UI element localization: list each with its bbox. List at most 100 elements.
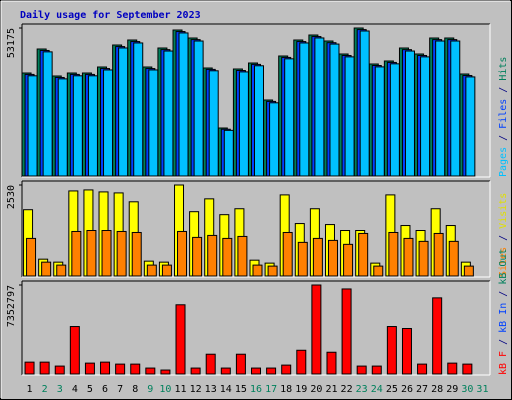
side-label: Pages / Files / Hits xyxy=(498,57,509,177)
bar xyxy=(130,363,141,375)
bar xyxy=(133,42,144,177)
bar xyxy=(42,51,53,177)
bar xyxy=(327,239,338,277)
bar xyxy=(314,37,325,177)
bar xyxy=(115,363,126,375)
bar xyxy=(269,102,280,177)
bar xyxy=(448,240,459,277)
x-tick-label: 16 xyxy=(250,384,262,395)
bar xyxy=(235,353,246,375)
x-tick-label: 9 xyxy=(147,384,153,395)
bar xyxy=(417,363,428,375)
side-label-part: / xyxy=(498,129,509,147)
bar xyxy=(145,367,156,375)
bar xyxy=(39,361,50,375)
bar xyxy=(433,232,444,277)
x-tick-label: 13 xyxy=(205,384,217,395)
x-tick-label: 8 xyxy=(132,384,138,395)
bar xyxy=(238,71,249,177)
bar xyxy=(344,56,355,177)
bar xyxy=(297,241,308,277)
bar xyxy=(463,265,474,277)
side-label-part: Hits xyxy=(498,57,509,81)
panel xyxy=(22,281,490,375)
x-tick-label: 18 xyxy=(280,384,292,395)
y-tick-label: 7352797 xyxy=(6,285,17,327)
bar xyxy=(87,75,98,177)
x-tick-label: 3 xyxy=(57,384,63,395)
x-tick-label: 11 xyxy=(174,384,186,395)
bar xyxy=(237,235,248,277)
bar xyxy=(71,230,82,277)
bar xyxy=(251,367,261,375)
bar xyxy=(299,42,310,177)
bar xyxy=(465,76,476,177)
bar xyxy=(72,75,83,177)
bar xyxy=(190,367,201,375)
y-tick-label: 2530 xyxy=(6,185,17,209)
bar xyxy=(177,230,188,277)
x-tick-label: 30 xyxy=(461,384,473,395)
bar xyxy=(118,47,129,177)
bar xyxy=(178,32,189,177)
bar xyxy=(116,230,127,277)
side-label-part: / xyxy=(498,229,509,247)
bar xyxy=(386,326,397,375)
side-label-part: / xyxy=(498,333,509,351)
side-label: Sites / Visits xyxy=(498,193,509,277)
bar xyxy=(341,288,352,375)
bar xyxy=(329,43,340,177)
bar xyxy=(223,129,234,177)
bar xyxy=(220,367,231,375)
x-tick-label: 20 xyxy=(310,384,322,395)
bar xyxy=(57,78,68,177)
bar xyxy=(312,237,323,277)
bar xyxy=(56,264,67,277)
side-label-part: kB Out xyxy=(498,249,509,285)
bar xyxy=(100,361,111,375)
bar xyxy=(296,349,307,375)
bar xyxy=(432,297,443,375)
bar xyxy=(343,243,354,277)
bar xyxy=(146,264,157,277)
bar xyxy=(358,232,369,277)
bar xyxy=(41,261,52,277)
bar xyxy=(160,369,171,375)
bar xyxy=(148,69,159,177)
x-tick-label: 22 xyxy=(341,384,353,395)
bar xyxy=(403,237,414,277)
bar xyxy=(163,50,174,177)
bar xyxy=(401,328,412,375)
x-tick-label: 5 xyxy=(87,384,93,395)
side-label-part: kB F xyxy=(498,351,509,375)
bar xyxy=(389,63,400,177)
bar xyxy=(418,240,429,277)
x-tick-label: 10 xyxy=(159,384,171,395)
x-tick-label: 7 xyxy=(117,384,123,395)
bar xyxy=(193,40,204,177)
bar xyxy=(84,362,95,375)
bar xyxy=(435,40,446,177)
bar xyxy=(447,362,458,375)
bar xyxy=(86,230,97,277)
x-tick-label: 27 xyxy=(416,384,428,395)
bar xyxy=(373,265,384,277)
x-tick-label: 26 xyxy=(401,384,413,395)
bar xyxy=(101,230,112,277)
bar xyxy=(205,353,216,375)
bar xyxy=(281,364,292,375)
bar xyxy=(388,231,399,277)
bar xyxy=(103,69,114,177)
bar xyxy=(371,365,382,375)
bar xyxy=(282,231,293,277)
y-tick-label: 53175 xyxy=(6,28,17,58)
side-label-part: Sites xyxy=(498,247,509,277)
bar xyxy=(24,361,35,375)
chart-title: Daily usage for September 2023 xyxy=(20,9,201,21)
bar xyxy=(69,326,80,375)
x-tick-label: 12 xyxy=(190,384,202,395)
bar xyxy=(131,231,142,277)
bar xyxy=(374,66,385,177)
bar xyxy=(404,50,415,177)
